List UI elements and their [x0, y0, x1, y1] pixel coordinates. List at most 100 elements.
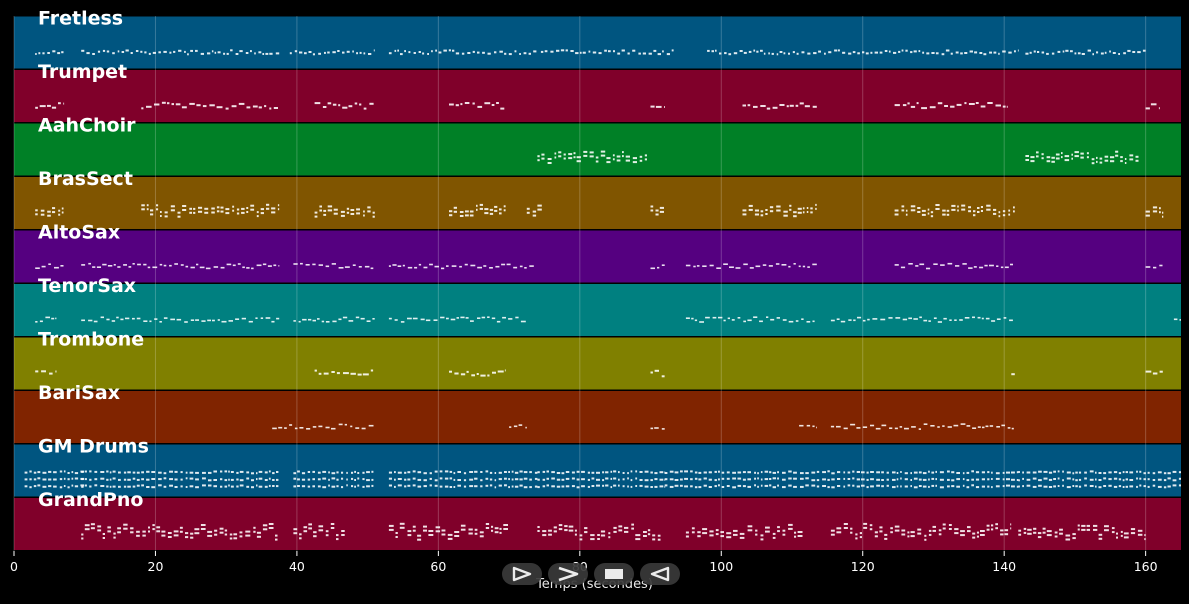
- track-label-8: GM Drums: [38, 436, 149, 458]
- note: [556, 472, 561, 474]
- note: [1010, 523, 1012, 526]
- note: [341, 477, 344, 480]
- note: [152, 528, 155, 531]
- note: [772, 106, 778, 109]
- note: [1027, 528, 1032, 531]
- note: [294, 50, 298, 53]
- note: [514, 471, 519, 474]
- note: [260, 317, 264, 319]
- note: [635, 534, 641, 537]
- note: [1118, 53, 1120, 55]
- note: [63, 102, 65, 105]
- note: [239, 484, 244, 487]
- note: [960, 52, 963, 55]
- note: [966, 425, 971, 427]
- note: [1062, 50, 1065, 53]
- note: [770, 318, 775, 321]
- note: [225, 212, 230, 215]
- note: [449, 210, 453, 213]
- note: [699, 321, 704, 323]
- note: [397, 471, 402, 474]
- note: [942, 425, 945, 427]
- note: [618, 484, 620, 487]
- note: [1038, 470, 1042, 473]
- note: [252, 105, 258, 108]
- note: [52, 211, 56, 214]
- note: [650, 209, 654, 212]
- note: [272, 485, 275, 487]
- note: [318, 529, 324, 532]
- x-axis: 020406080100120140160: [10, 551, 1158, 574]
- note: [224, 470, 228, 473]
- note: [608, 532, 611, 535]
- note: [551, 471, 555, 474]
- note: [928, 470, 930, 473]
- note: [388, 52, 392, 55]
- note: [322, 486, 327, 489]
- rewind-button[interactable]: [640, 563, 680, 585]
- note: [423, 266, 428, 269]
- note: [304, 52, 307, 55]
- note: [479, 207, 483, 210]
- note: [319, 209, 322, 212]
- note: [1003, 317, 1007, 319]
- note: [575, 52, 579, 55]
- note: [776, 317, 780, 319]
- note: [793, 263, 796, 265]
- note: [53, 485, 57, 488]
- note: [779, 51, 783, 53]
- note: [230, 478, 234, 481]
- stop-button[interactable]: [594, 563, 634, 585]
- note: [1110, 160, 1115, 163]
- note: [653, 49, 657, 52]
- note: [922, 472, 927, 475]
- note: [910, 531, 915, 534]
- fast-forward-button[interactable]: [548, 563, 588, 585]
- note: [121, 51, 125, 53]
- note: [55, 317, 57, 320]
- note: [350, 209, 355, 211]
- note: [913, 486, 918, 489]
- note: [293, 532, 298, 535]
- note: [812, 105, 817, 108]
- note: [985, 425, 989, 428]
- note: [928, 485, 930, 488]
- note: [414, 266, 418, 269]
- note: [1017, 49, 1019, 52]
- note: [901, 529, 906, 532]
- note: [140, 50, 143, 53]
- play-button[interactable]: [502, 563, 542, 585]
- note: [81, 537, 84, 540]
- note: [253, 530, 256, 533]
- note: [764, 478, 769, 481]
- note: [180, 264, 184, 266]
- track-label-5: TenorSax: [38, 275, 136, 297]
- note: [757, 477, 759, 480]
- note: [499, 527, 502, 530]
- note: [763, 52, 766, 55]
- note: [932, 525, 936, 528]
- note: [579, 534, 583, 537]
- note: [739, 536, 745, 539]
- note: [321, 320, 325, 323]
- note: [1098, 472, 1102, 474]
- note: [749, 267, 754, 269]
- note: [1025, 159, 1029, 161]
- note: [246, 207, 249, 209]
- note: [711, 50, 714, 53]
- note: [1173, 318, 1178, 321]
- note: [753, 49, 756, 52]
- note: [1041, 153, 1044, 156]
- note: [195, 49, 198, 52]
- note: [756, 50, 759, 53]
- note: [797, 535, 803, 537]
- note: [413, 52, 416, 54]
- note: [256, 215, 259, 218]
- note: [348, 105, 353, 108]
- note: [116, 316, 119, 319]
- note: [93, 320, 98, 323]
- note: [850, 423, 856, 426]
- note: [918, 50, 921, 53]
- note: [905, 49, 908, 52]
- note: [1157, 478, 1162, 481]
